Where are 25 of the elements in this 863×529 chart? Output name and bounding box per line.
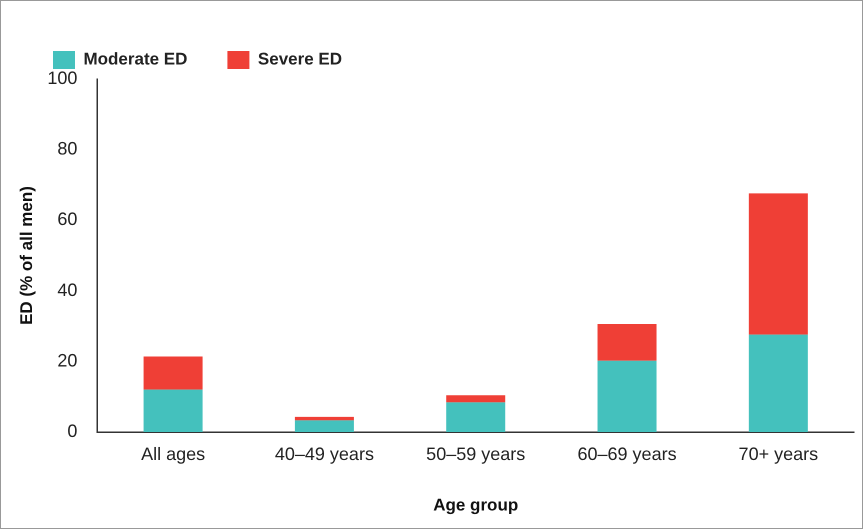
x-tick-label: 40–49 years [274, 444, 374, 464]
bar [446, 395, 506, 402]
bar [748, 193, 808, 335]
y-tick-label: 100 [47, 68, 78, 88]
y-axis-title: ED (% of all men) [16, 186, 36, 325]
bar [144, 390, 203, 432]
bar [294, 420, 354, 432]
y-tick-label: 0 [67, 420, 78, 441]
x-tick-label: 60–69 years [577, 444, 677, 464]
legend-label: Moderate ED [84, 50, 188, 69]
x-axis-title: Age group [433, 495, 518, 514]
bar [294, 416, 354, 420]
bar [144, 356, 203, 390]
x-tick-label: 70+ years [738, 444, 818, 464]
y-tick-label: 80 [57, 138, 78, 159]
bar [446, 402, 506, 432]
x-tick-label: 50–59 years [426, 444, 526, 464]
legend-label: Severe ED [258, 50, 342, 69]
y-tick-label: 20 [57, 350, 78, 370]
bar [598, 360, 657, 432]
bar [748, 334, 808, 432]
x-tick-label: All ages [141, 444, 206, 464]
bar [598, 324, 657, 361]
y-tick-label: 40 [57, 280, 78, 300]
y-tick-label: 60 [57, 209, 78, 230]
